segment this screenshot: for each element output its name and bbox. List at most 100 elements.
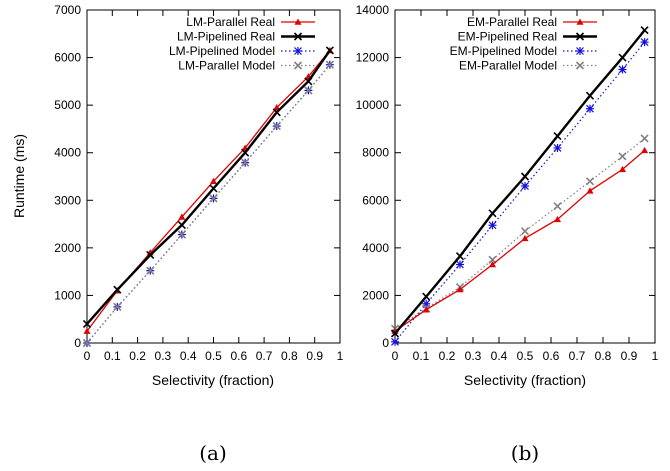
x-tick-label-a: 0.7	[256, 349, 273, 363]
series-line-b-3	[394, 137, 645, 330]
data-point-b-0	[489, 261, 496, 268]
data-point-b-0	[586, 187, 594, 194]
data-point-a-3	[272, 122, 281, 131]
series-line-b-1	[394, 29, 646, 335]
chart-panel-a: (a) Selectivity (fraction) Runtime (ms) …	[11, 3, 344, 465]
x-tick-label-b: 0.2	[439, 349, 456, 363]
x-axis-label-b: Selectivity (fraction)	[464, 372, 586, 388]
x-tick-label-a: 0.4	[180, 349, 197, 363]
data-point-a-3	[113, 302, 122, 311]
x-tick-label-b: 0.9	[621, 349, 638, 363]
x-axis-label-a: Selectivity (fraction)	[152, 372, 274, 388]
data-point-a-3	[304, 86, 313, 95]
legend-marker-b-2	[576, 47, 584, 55]
x-tick-label-b: 0.1	[413, 349, 430, 363]
x-tick-label-a: 0.1	[104, 349, 121, 363]
y-tick-label-b: 8000	[362, 146, 389, 160]
data-point-b-1	[455, 252, 465, 261]
data-point-b-1	[585, 91, 595, 100]
y-tick-label-b: 6000	[362, 193, 389, 207]
data-point-b-1	[520, 172, 530, 181]
legend-marker-b-0	[576, 18, 584, 25]
data-point-b-0	[641, 146, 649, 154]
x-tick-label-b: 0	[392, 349, 399, 363]
data-point-b-1	[390, 329, 400, 338]
legend-marker-b-3	[575, 61, 585, 70]
y-tick-label-b: 12000	[356, 51, 390, 65]
x-tick-label-a: 0	[84, 349, 91, 363]
legend-label-a-0: LM-Parallel Real	[186, 15, 275, 29]
y-tick-label-b: 2000	[362, 288, 389, 302]
data-point-a-1	[209, 184, 218, 193]
y-tick-label-a: 7000	[54, 3, 81, 17]
x-tick-label-a: 0.2	[129, 349, 146, 363]
x-tick-label-a: 1	[337, 349, 344, 363]
data-point-b-3	[553, 202, 562, 211]
data-point-b-0	[554, 215, 561, 223]
data-point-b-2	[488, 221, 497, 230]
data-point-b-3	[585, 177, 595, 186]
data-point-b-1	[553, 131, 562, 141]
caption-b: (b)	[511, 441, 539, 465]
data-point-b-3	[520, 227, 530, 236]
chart-panel-b: (b) Selectivity (fraction) 0 0.1 0.2 0.3 0.4…	[356, 3, 659, 465]
legend-marker-a-1	[293, 32, 303, 41]
data-point-b-0	[619, 165, 626, 173]
data-point-a-3	[209, 194, 218, 203]
legend-label-a-2: LM-Pipelined Model	[169, 44, 275, 58]
data-point-b-0	[456, 285, 464, 293]
y-tick-label-b: 4000	[362, 241, 389, 255]
x-tick-label-a: 0.6	[230, 349, 247, 363]
data-point-b-1	[422, 292, 431, 301]
y-tick-label-b: 10000	[356, 98, 390, 112]
x-tick-label-a: 0.9	[306, 349, 323, 363]
x-tick-label-b: 1	[652, 349, 659, 363]
series-line-b-2	[394, 41, 646, 343]
data-point-a-3	[177, 230, 186, 239]
data-point-a-3	[325, 60, 334, 69]
data-point-a-1	[272, 108, 281, 117]
y-tick-label-a: 0	[74, 336, 81, 350]
legend-marker-a-0	[294, 18, 302, 25]
legend-label-b-3: EM-Parallel Model	[459, 59, 557, 73]
data-point-b-1	[488, 209, 497, 218]
data-point-a-3	[241, 158, 250, 167]
data-point-b-2	[586, 104, 594, 113]
x-tick-label-a: 0.3	[155, 349, 172, 363]
data-point-a-0	[210, 177, 217, 185]
data-point-a-1	[146, 250, 155, 260]
data-point-b-2	[391, 337, 399, 346]
y-tick-label-a: 1000	[54, 288, 81, 302]
y-tick-label-b: 0	[382, 336, 389, 350]
y-tick-label-a: 2000	[54, 241, 81, 255]
y-tick-label-a: 4000	[54, 146, 81, 160]
data-point-b-3	[618, 152, 627, 161]
x-tick-label-b: 0.5	[517, 349, 534, 363]
data-point-b-1	[640, 26, 649, 35]
data-point-b-1	[618, 53, 627, 62]
data-point-b-2	[640, 38, 649, 47]
caption-a: (a)	[199, 441, 227, 465]
data-point-b-0	[422, 306, 430, 313]
x-tick-label-b: 0.3	[465, 349, 482, 363]
data-point-a-3	[82, 338, 92, 348]
data-point-b-2	[521, 182, 529, 191]
x-tick-label-b: 0.8	[595, 349, 612, 363]
y-axis-label-a: Runtime (ms)	[11, 134, 27, 218]
data-point-b-2	[553, 143, 562, 152]
series-line-a-3	[86, 64, 331, 344]
data-point-b-2	[456, 260, 464, 269]
x-tick-label-b: 0.7	[569, 349, 586, 363]
legend-label-b-2: EM-Pipelined Model	[450, 44, 557, 58]
data-point-a-1	[82, 319, 92, 329]
legend-label-a-1: LM-Pipelined Real	[177, 30, 275, 44]
x-tick-label-a: 0.5	[205, 349, 222, 363]
x-tick-label-b: 0.6	[543, 349, 560, 363]
y-tick-label-a: 5000	[54, 98, 81, 112]
legend-label-b-1: EM-Pipelined Real	[458, 30, 557, 44]
legend-label-a-3: LM-Parallel Model	[178, 59, 275, 73]
legend-marker-a-3	[293, 61, 303, 70]
data-point-a-1	[325, 46, 334, 55]
